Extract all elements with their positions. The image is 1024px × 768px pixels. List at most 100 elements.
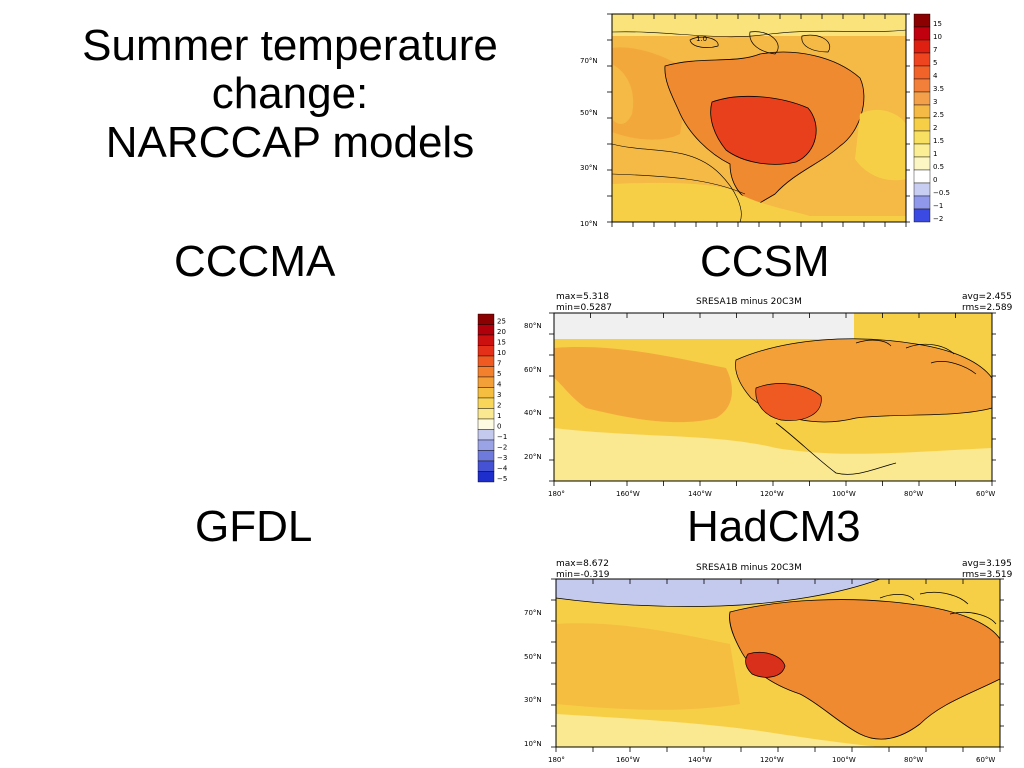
hadcm3-frame-ticks [551, 578, 1004, 752]
hadcm3-rms-label: rms=3.519 [962, 570, 1013, 580]
cccma-max-label: max=5.318 [556, 292, 609, 302]
hadcm3-lon-tick-label: 80°W [904, 756, 923, 764]
ccsm-lat-tick-label: 30°N [580, 164, 598, 172]
cccma-legend-label: −1 [497, 433, 507, 441]
hadcm3-cooling-region-arctic [555, 578, 881, 607]
ccsm-legend-swatch [913, 195, 931, 210]
hadcm3-subtitle: SRESA1B minus 20C3M [696, 563, 802, 573]
cccma-rms-label: rms=2.589 [962, 303, 1013, 313]
cccma-legend-label: 25 [497, 318, 506, 326]
cccma-legend-swatch [477, 334, 495, 346]
hadcm3-min-label: min=-0.319 [556, 570, 610, 580]
cccma-legend-swatch [477, 439, 495, 451]
hadcm3-lat-tick-label: 70°N [524, 609, 542, 617]
ccsm-legend-label: 2 [933, 124, 937, 132]
ccsm-legend-label: 7 [933, 46, 937, 54]
cccma-legend-label: 15 [497, 339, 506, 347]
ccsm-legend-label: 1 [933, 150, 937, 158]
cccma-pacific-warm-region [554, 347, 732, 423]
cccma-legend-swatch [477, 313, 495, 325]
ccsm-contour-label: 1.0 [696, 35, 707, 43]
cccma-legend-label: −3 [497, 454, 507, 462]
title-line-1: Summer temperature [82, 21, 498, 70]
cccma-lon-tick-label: 80°W [904, 490, 923, 498]
ccsm-legend-label: 3.5 [933, 85, 944, 93]
ccsm-legend-swatch [913, 91, 931, 106]
ccsm-tropics-band [612, 182, 906, 222]
ccsm-legend-label: 5 [933, 59, 937, 67]
ccsm-legend-swatch [913, 169, 931, 184]
cccma-map: max=5.318 min=0.5287 SRESA1B minus 20C3M… [477, 292, 1013, 498]
cccma-lat-tick-label: 20°N [524, 453, 542, 461]
cccma-lat-tick-label: 60°N [524, 366, 542, 374]
cccma-legend-label: −5 [497, 475, 507, 483]
ccsm-legend-swatch [913, 182, 931, 197]
cccma-subtitle: SRESA1B minus 20C3M [696, 297, 802, 307]
cccma-legend-swatch [477, 418, 495, 430]
cccma-legend-swatch [477, 324, 495, 336]
cccma-lon-tick-label: 160°W [616, 490, 640, 498]
cccma-lon-tick-label: 120°W [760, 490, 784, 498]
label-gfdl: GFDL [195, 502, 313, 551]
cccma-legend-swatch [477, 366, 495, 378]
ccsm-legend-label: 4 [933, 72, 938, 80]
ccsm-pacific-inner [612, 64, 634, 124]
cccma-avg-label: avg=2.455 [962, 292, 1012, 302]
hadcm3-avg-label: avg=3.195 [962, 559, 1012, 569]
label-cccma: CCCMA [174, 237, 336, 286]
hadcm3-map: max=8.672 min=-0.319 SRESA1B minus 20C3M… [524, 559, 1013, 764]
cccma-lon-tick-label: 180° [548, 490, 565, 498]
label-hadcm3: HadCM3 [687, 502, 861, 551]
ccsm-legend-swatch [913, 208, 931, 223]
ccsm-arctic-coastlines [689, 31, 830, 55]
cccma-legend-swatch [477, 471, 495, 483]
ccsm-legend-swatch [913, 104, 931, 119]
cccma-frame-ticks [549, 312, 996, 486]
ccsm-hotspot-central-us [710, 95, 817, 165]
hadcm3-lon-tick-label: 120°W [760, 756, 784, 764]
ccsm-arctic-band [612, 14, 906, 36]
hadcm3-arctic-coastlines [879, 591, 997, 625]
hadcm3-lon-tick-label: 60°W [976, 756, 995, 764]
cccma-legend-label: 10 [497, 349, 506, 357]
hadcm3-lat-tick-label: 50°N [524, 653, 542, 661]
cccma-lon-tick-label: 60°W [976, 490, 995, 498]
hadcm3-hotspot-west-us [745, 652, 786, 678]
hadcm3-lon-tick-label: 180° [548, 756, 565, 764]
cccma-legend-label: 7 [497, 360, 501, 368]
cccma-legend-label: −2 [497, 444, 507, 452]
cccma-lon-tick-label: 140°W [688, 490, 712, 498]
ccsm-legend-label: 10 [933, 33, 942, 41]
ccsm-legend-label: −0.5 [933, 189, 950, 197]
ccsm-legend-label: −2 [933, 215, 943, 223]
cccma-legend-label: 5 [497, 370, 501, 378]
ccsm-lat-tick-label: 70°N [580, 57, 598, 65]
cccma-legend-label: 3 [497, 391, 501, 399]
ccsm-legend-swatch [913, 65, 931, 80]
cccma-arctic-coastlines [855, 339, 977, 375]
ccsm-lat-tick-label: 50°N [580, 109, 598, 117]
ccsm-legend-swatch [913, 26, 931, 41]
cccma-legend-swatch [477, 355, 495, 367]
ccsm-legend-label: 2.5 [933, 111, 944, 119]
ccsm-contour-line-arctic [611, 29, 907, 38]
ccsm-legend-label: 0.5 [933, 163, 944, 171]
ccsm-legend-swatch [913, 117, 931, 132]
cccma-lat-tick-label: 40°N [524, 409, 542, 417]
hadcm3-max-label: max=8.672 [556, 559, 609, 569]
title-line-2: change: [211, 69, 369, 119]
ccsm-contour-line-pacific [611, 143, 742, 223]
cccma-lon-tick-label: 100°W [832, 490, 856, 498]
ccsm-legend-label: 1.5 [933, 137, 944, 145]
cccma-tropics-band [554, 428, 992, 481]
hadcm3-lat-tick-label: 30°N [524, 696, 542, 704]
ccsm-legend-label: 0 [933, 176, 937, 184]
cccma-missing-data-band [554, 313, 854, 339]
ccsm-legend-swatch [913, 78, 931, 93]
hadcm3-tropics-band [556, 714, 880, 747]
ccsm-lat-tick-label: 10°N [580, 220, 598, 228]
cccma-min-label: min=0.5287 [556, 303, 612, 313]
hadcm3-lon-tick-label: 140°W [688, 756, 712, 764]
cccma-legend-swatch [477, 376, 495, 388]
